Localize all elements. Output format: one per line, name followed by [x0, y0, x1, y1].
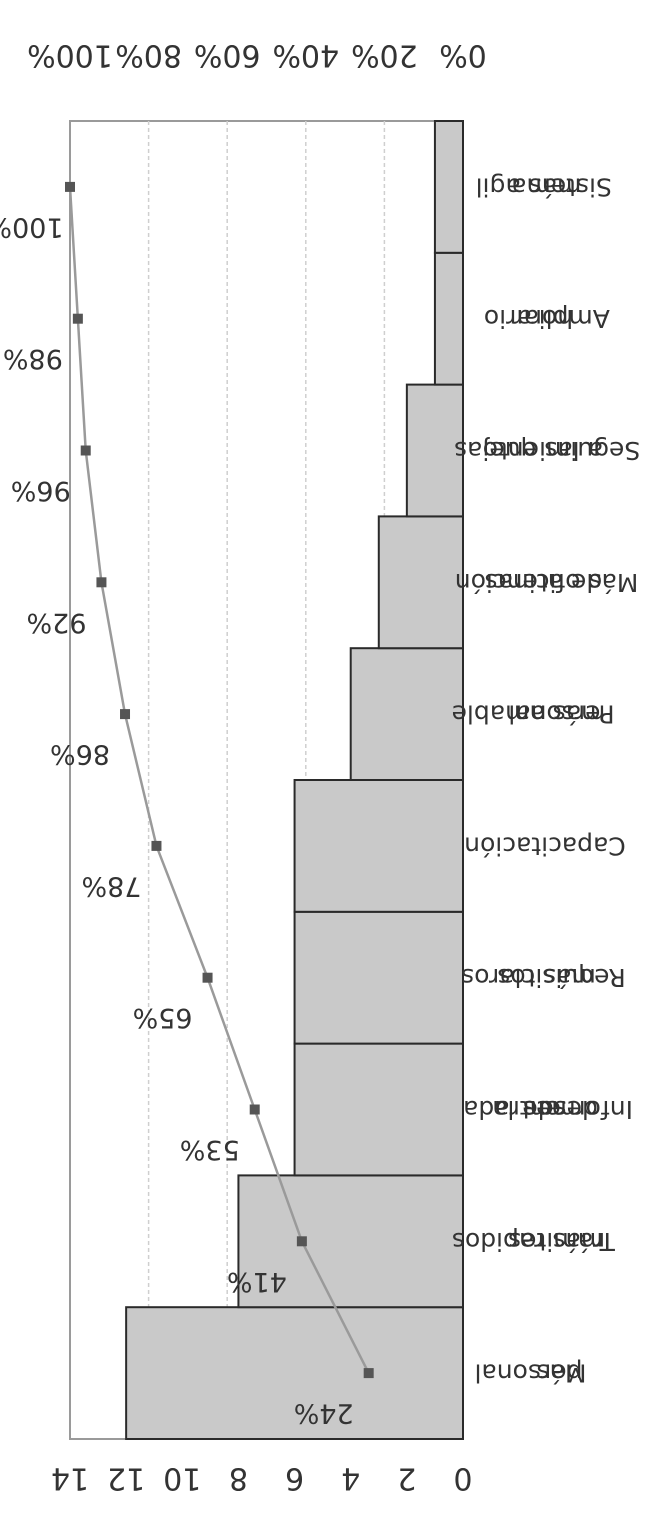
left-axis-tick-label: 10	[163, 1461, 201, 1496]
category-label: más agil	[476, 172, 582, 201]
left-axis-tick-label: 0	[453, 1461, 472, 1496]
right-axis-tick-label: 80%	[115, 38, 182, 73]
left-axis-tick-label: 8	[229, 1461, 248, 1496]
right-axis-tick-label: 40%	[272, 38, 339, 73]
cumulative-label: 78%	[81, 870, 141, 901]
right-axis-tick-label: 0%	[439, 38, 487, 73]
left-axis-tick-label: 6	[285, 1461, 304, 1496]
category-label: más amable	[452, 700, 606, 729]
bar	[293, 910, 465, 1045]
cumulative-label: 53%	[180, 1134, 240, 1165]
labels: 0%20%40%60%80%100%0246810121424%41%53%65…	[0, 38, 640, 1496]
cumulative-polyline	[68, 186, 370, 1374]
bar	[433, 120, 464, 254]
category-label: Trámites	[508, 1227, 616, 1256]
cumulative-marker	[80, 445, 91, 456]
category-label: Requisitos	[497, 963, 625, 992]
cumulative-label: 98%	[3, 343, 63, 374]
right-axis-tick-label: 100%	[27, 38, 113, 73]
cumulative-marker	[296, 1236, 307, 1247]
right-axis-tick-label: 20%	[351, 38, 418, 73]
bar	[433, 251, 464, 386]
category-label: Sistema	[511, 172, 612, 201]
cumulative-marker	[249, 1104, 260, 1115]
right-axis-tick-label: 60%	[194, 38, 261, 73]
bar	[293, 1042, 465, 1177]
cumulative-marker	[96, 577, 107, 588]
category-label: personal	[475, 1359, 583, 1388]
cumulative-label: 100%	[0, 211, 64, 242]
category-label: horario	[484, 304, 573, 333]
category-label: Más oficinas	[485, 568, 639, 597]
cumulative-marker	[151, 840, 162, 851]
category-label: Seguimiento	[483, 436, 641, 465]
cumulative-marker	[120, 709, 131, 720]
cumulative-label: 24%	[294, 1398, 354, 1429]
bar	[405, 383, 465, 518]
category-label: de atención	[455, 568, 602, 597]
bars	[125, 120, 465, 1440]
cumulative-label: 41%	[227, 1266, 287, 1297]
left-axis-tick-label: 12	[107, 1461, 145, 1496]
left-axis-tick-label: 2	[397, 1461, 416, 1496]
category-label: entrada	[463, 1095, 561, 1124]
left-axis-tick-label: 14	[51, 1461, 89, 1496]
cumulative-marker	[72, 313, 83, 324]
category-label: Ampliar	[512, 304, 610, 333]
category-label: más claros	[461, 963, 596, 992]
category-label: más rapidos	[452, 1227, 605, 1256]
bar	[349, 647, 465, 782]
cumulative-marker	[363, 1368, 374, 1379]
cumulative-label: 92%	[26, 607, 86, 638]
cumulative-label: 96%	[11, 475, 71, 506]
bar	[125, 1306, 465, 1440]
cumulative-line	[65, 181, 374, 1379]
category-label: Más	[537, 1359, 587, 1388]
category-label: Personal	[508, 700, 614, 729]
bar	[237, 1174, 464, 1309]
cumulative-label: 86%	[50, 739, 110, 770]
category-label: desde la	[492, 1095, 598, 1124]
left-axis-tick-label: 4	[341, 1461, 360, 1496]
cumulative-label: 65%	[133, 1002, 193, 1033]
cumulative-marker	[65, 181, 75, 192]
category-label: Capacitación	[464, 831, 626, 860]
category-label: Informes	[523, 1095, 633, 1124]
bar	[377, 515, 464, 650]
cumulative-marker	[202, 972, 213, 983]
category-label: a las quejas	[454, 436, 603, 465]
bar	[293, 779, 465, 913]
